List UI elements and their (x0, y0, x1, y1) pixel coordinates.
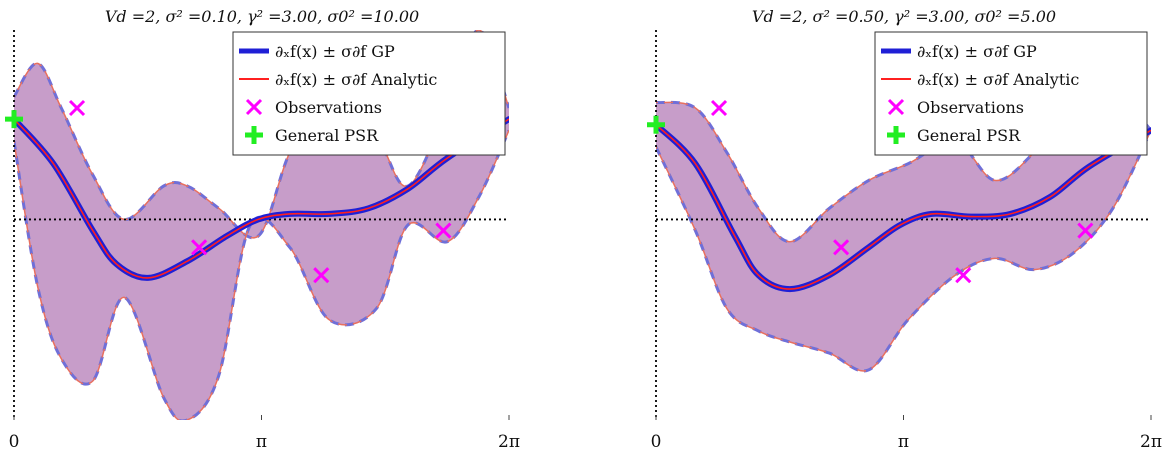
mean-analytic-line (14, 118, 509, 279)
observation-stroke (710, 99, 728, 117)
general-psr-marker (5, 110, 23, 129)
legend-label: ∂ₓf(x) ± σ∂f Analytic (917, 70, 1079, 89)
observation-marker (710, 99, 728, 117)
chart-panel-1: Vd =2, σ² =0.10, γ² =3.00, σ0² =10.00 0 π 2… (5, 7, 520, 452)
mean-analytic-line (656, 124, 1151, 290)
legend-swatch (887, 98, 905, 116)
chart-panel-2: Vd =2, σ² =0.50, γ² =3.00, σ0² =5.00 0 π 2π… (647, 7, 1162, 452)
observation-marker (1077, 222, 1094, 239)
observation-stroke (68, 99, 86, 117)
legend-label: General PSR (917, 126, 1021, 145)
legend-label: ∂ₓf(x) ± σ∂f GP (275, 42, 395, 61)
x-tick-label: 2π (498, 432, 520, 452)
lower-bound-gp (656, 129, 1151, 373)
legend-label: ∂ₓf(x) ± σ∂f Analytic (275, 70, 437, 89)
legend-label: General PSR (275, 126, 379, 145)
legend: ∂ₓf(x) ± σ∂f GP ∂ₓf(x) ± σ∂f Analytic Obse… (232, 31, 506, 156)
observation-stroke (435, 222, 452, 239)
lower-bound-analytic (14, 129, 509, 420)
lower-bound-analytic (656, 129, 1151, 372)
general-psr-marker (647, 115, 665, 134)
legend-box (232, 31, 506, 156)
observation-stroke (313, 267, 330, 284)
legend-swatch (245, 98, 263, 116)
observation-stroke (833, 239, 850, 256)
observation-stroke (1077, 222, 1094, 239)
upper-bound-analytic (656, 89, 1151, 243)
x-tick-label: 0 (651, 432, 662, 452)
chart-title: Vd =2, σ² =0.50, γ² =3.00, σ0² =5.00 (752, 7, 1056, 26)
uncertainty-band (14, 30, 509, 420)
legend-box (874, 31, 1148, 156)
observation-stroke (191, 239, 208, 256)
legend-label: ∂ₓf(x) ± σ∂f GP (917, 42, 1037, 61)
observation-stroke (955, 267, 972, 284)
observation-marker (191, 239, 208, 256)
x-tick-label: π (256, 432, 267, 452)
x-tick-label: 2π (1140, 432, 1162, 452)
observation-marker (955, 267, 972, 284)
observation-marker (833, 239, 850, 256)
x-tick-label: 0 (9, 432, 20, 452)
chart-title: Vd =2, σ² =0.10, γ² =3.00, σ0² =10.00 (105, 7, 419, 26)
legend-label: Observations (917, 98, 1024, 117)
observation-marker (68, 99, 86, 117)
observation-marker (313, 267, 330, 284)
legend-label: Observations (275, 98, 382, 117)
plot-area (14, 30, 509, 420)
x-tick-label: π (898, 432, 909, 452)
observation-marker (435, 222, 452, 239)
legend: ∂ₓf(x) ± σ∂f GP ∂ₓf(x) ± σ∂f Analytic Obse… (874, 31, 1148, 156)
